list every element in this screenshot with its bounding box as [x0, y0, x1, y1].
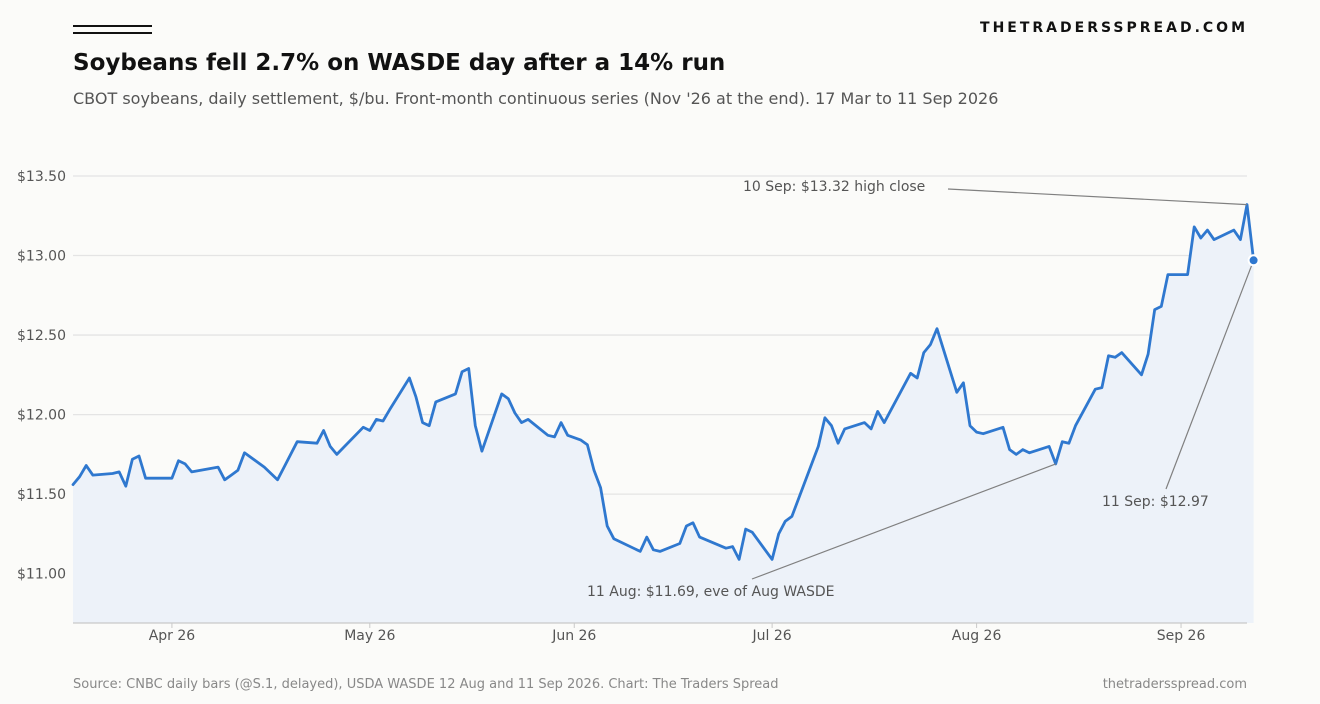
- annotation-label: 10 Sep: $13.32 high close: [743, 179, 925, 195]
- price-line-layer: [71, 203, 1255, 561]
- header-rule-bottom: [73, 32, 152, 34]
- latest-close-marker: [1247, 254, 1260, 267]
- x-tick-label: May 26: [344, 628, 395, 644]
- source-note: Source: CNBC daily bars (@S.1, delayed),…: [73, 677, 779, 692]
- x-tick-label: Apr 26: [149, 628, 196, 644]
- brand-wordmark: THETRADERSSPREAD.COM: [980, 20, 1248, 36]
- annotation-leader-line: [1165, 260, 1255, 490]
- price-line: [71, 203, 1255, 561]
- x-tick-label: Aug 26: [952, 628, 1002, 644]
- x-tick-label: Jun 26: [551, 628, 596, 644]
- y-tick-label: $11.00: [17, 567, 66, 583]
- y-tick-label: $12.50: [17, 328, 66, 344]
- y-tick-label: $13.00: [17, 249, 66, 265]
- annotation-label: 11 Sep: $12.97: [1102, 494, 1209, 510]
- y-tick-label: $11.50: [17, 487, 66, 503]
- annotation-label: 11 Aug: $11.69, eve of Aug WASDE: [587, 584, 835, 600]
- chart-title: Soybeans fell 2.7% on WASDE day after a …: [73, 50, 726, 76]
- footer-site-link[interactable]: thetradersspread.com: [1102, 677, 1247, 692]
- area-fill-layer: [73, 204, 1254, 623]
- header-rule-top: [73, 25, 152, 27]
- annotation-leader-line: [947, 188, 1248, 206]
- x-tick-label: Jul 26: [752, 628, 792, 644]
- y-tick-label: $13.50: [17, 169, 66, 185]
- x-tick-label: Sep 26: [1157, 628, 1206, 644]
- annotations: 10 Sep: $13.32 high close 11 Aug: $11.69,…: [587, 179, 1260, 600]
- chart-subtitle: CBOT soybeans, daily settlement, $/bu. F…: [73, 89, 999, 108]
- axes: $11.00 $11.50 $12.00 $12.50 $13.00 $13.50 Apr …: [17, 169, 1247, 644]
- annotation-leader-line: [751, 463, 1056, 580]
- y-tick-label: $12.00: [17, 408, 66, 424]
- area-fill: [73, 204, 1254, 623]
